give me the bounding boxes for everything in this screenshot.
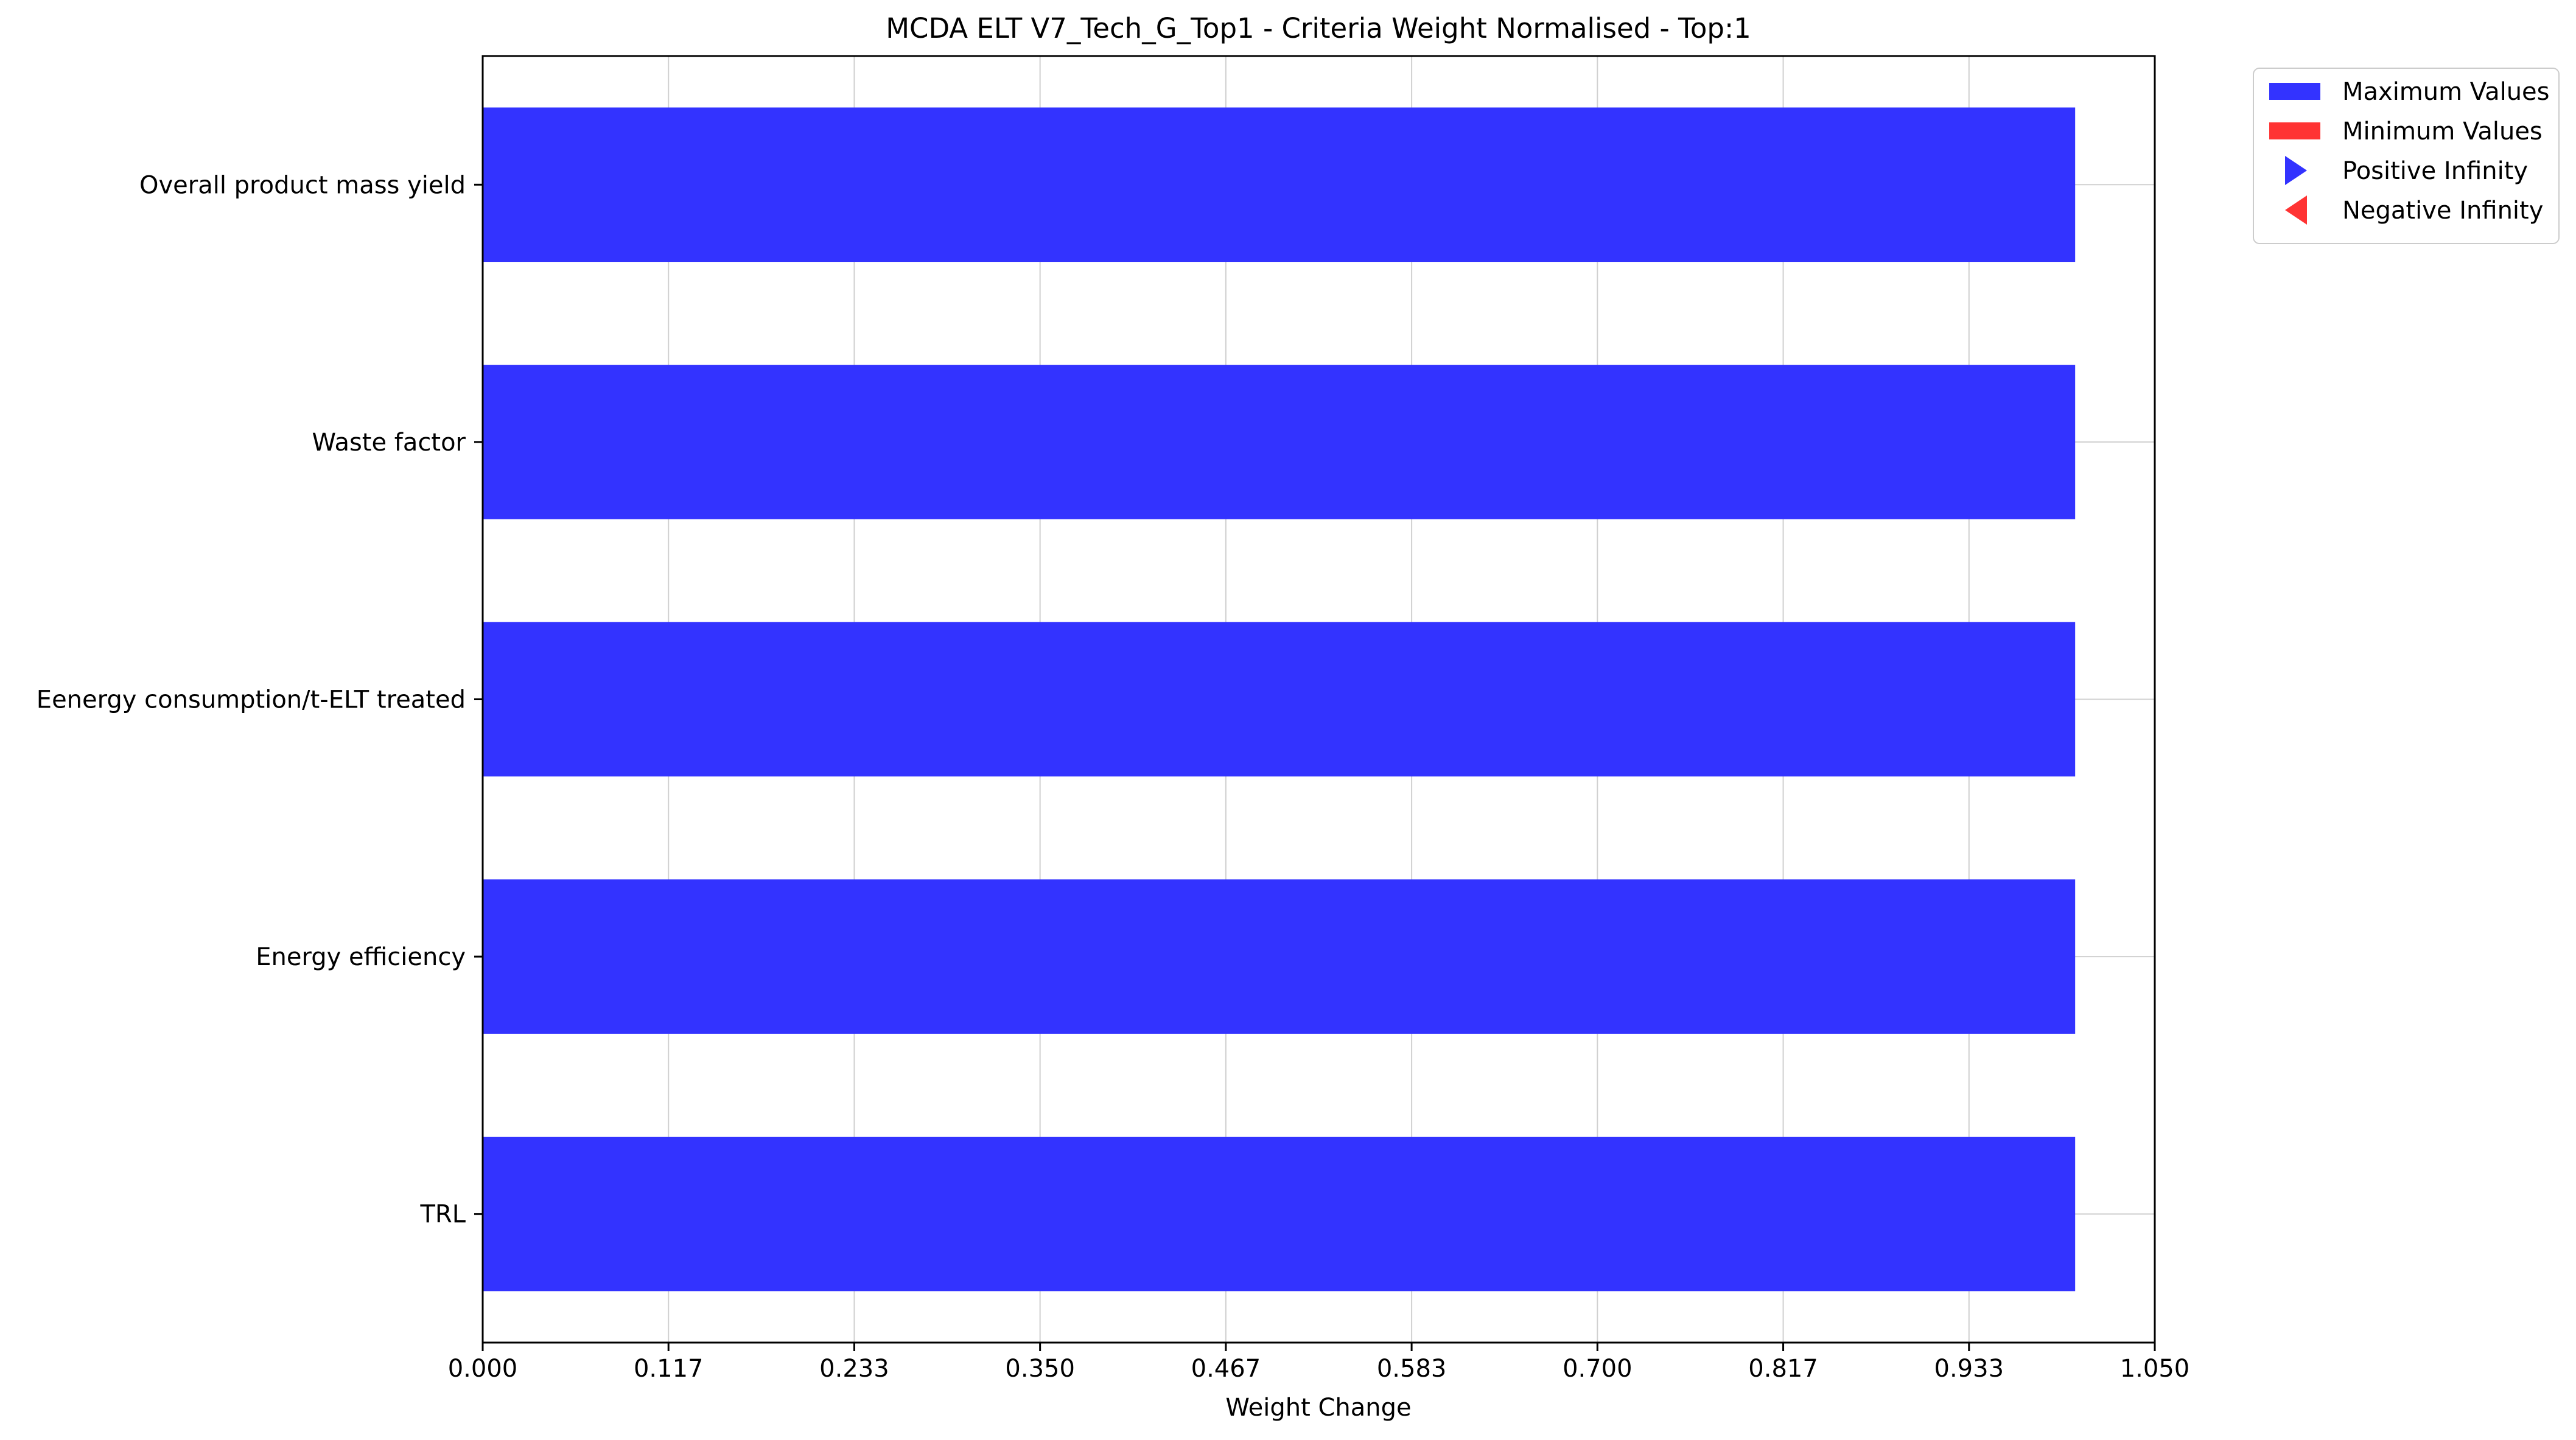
legend-marker-triangle-left: [2285, 195, 2307, 225]
bar-maximum: [483, 365, 2076, 519]
y-axis: TRL Energy efficiency Eenergy consumption/…: [37, 171, 483, 1229]
x-axis-label: Weight Change: [1225, 1394, 1411, 1422]
legend-label: Positive Infinity: [2342, 157, 2528, 185]
x-tick-label: 0.000: [448, 1355, 518, 1383]
bar-maximum: [483, 1136, 2076, 1291]
legend-label: Negative Infinity: [2342, 197, 2543, 225]
y-tick-label: Overall product mass yield: [139, 171, 466, 199]
y-tick-label: Waste factor: [312, 429, 466, 457]
legend-swatch: [2269, 122, 2320, 139]
bar-maximum: [483, 879, 2076, 1034]
bars: [483, 107, 2076, 1291]
bar-maximum: [483, 107, 2076, 262]
y-tick-label: Energy efficiency: [256, 943, 466, 971]
legend-label: Minimum Values: [2342, 118, 2543, 146]
x-axis: 0.000 0.117 0.233 0.350 0.467 0.583 0.700 0.817…: [448, 1343, 2190, 1383]
y-tick-label: Eenergy consumption/t-ELT treated: [37, 686, 466, 714]
x-tick-label: 0.933: [1934, 1355, 2004, 1383]
legend-box: [2253, 68, 2560, 244]
legend-marker-triangle-right: [2285, 156, 2307, 185]
bar-maximum: [483, 622, 2076, 777]
chart-title: MCDA ELT V7_Tech_G_Top1 - Criteria Weigh…: [886, 12, 1751, 44]
legend: Maximum Values Minimum Values Positive Inf…: [2253, 68, 2560, 244]
legend-label: Maximum Values: [2342, 78, 2550, 106]
x-tick-label: 0.467: [1191, 1355, 1261, 1383]
x-tick-label: 0.117: [634, 1355, 704, 1383]
legend-swatch: [2269, 83, 2320, 100]
x-tick-label: 0.700: [1563, 1355, 1633, 1383]
x-tick-label: 1.050: [2120, 1355, 2190, 1383]
x-tick-label: 0.583: [1377, 1355, 1447, 1383]
x-tick-label: 0.233: [819, 1355, 889, 1383]
x-tick-label: 0.817: [1748, 1355, 1818, 1383]
x-tick-label: 0.350: [1005, 1355, 1075, 1383]
y-tick-label: TRL: [419, 1201, 466, 1229]
